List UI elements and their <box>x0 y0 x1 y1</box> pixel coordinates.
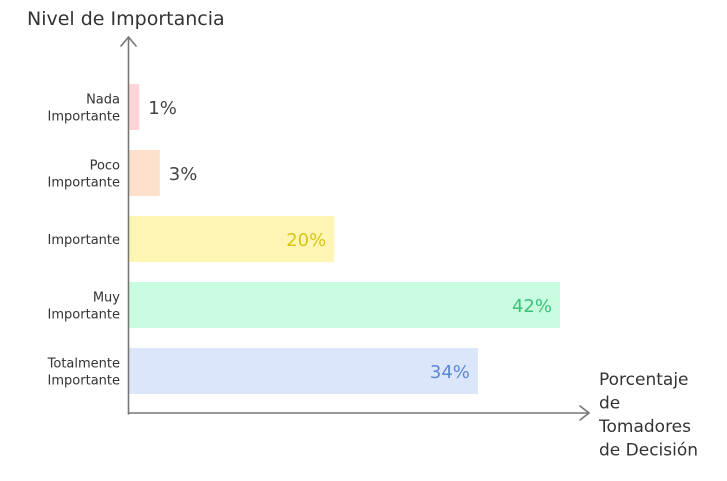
bar-2 <box>129 216 335 262</box>
data-label-4: 34% <box>430 362 470 383</box>
category-tick-1: Poco Importante <box>48 159 120 191</box>
bar-4 <box>129 348 478 394</box>
data-label-0: 1% <box>148 98 177 119</box>
bar-1 <box>129 150 160 196</box>
category-tick-2: Importante <box>48 233 120 248</box>
x-axis-title-line-1: de <box>599 394 620 414</box>
bar-3 <box>129 282 560 328</box>
bar-0 <box>129 84 140 130</box>
data-labels-layer: 1% 3% 20% 42% 34% <box>148 98 552 383</box>
category-tick-4: Totalmente Importante <box>47 357 120 389</box>
y-axis <box>120 36 137 415</box>
x-axis <box>127 405 590 421</box>
data-label-1: 3% <box>169 164 198 185</box>
x-axis-title-line-3: de Decisión <box>599 441 698 461</box>
data-label-3: 42% <box>512 296 552 317</box>
x-axis-title-line-2: Tomadores <box>598 417 691 437</box>
category-tick-0: Nada Importante <box>48 93 120 125</box>
category-tick-3: Muy Importante <box>48 291 121 323</box>
data-label-2: 20% <box>286 230 326 251</box>
bars-layer <box>129 84 560 394</box>
category-ticks-layer: Nada Importante Poco Importante Importante Mu… <box>47 93 121 389</box>
x-axis-title-line-0: Porcentaje <box>599 370 689 390</box>
x-axis-title: Porcentaje de Tomadores de Decisión <box>598 370 698 461</box>
y-axis-title: Nivel de Importancia <box>27 8 225 30</box>
